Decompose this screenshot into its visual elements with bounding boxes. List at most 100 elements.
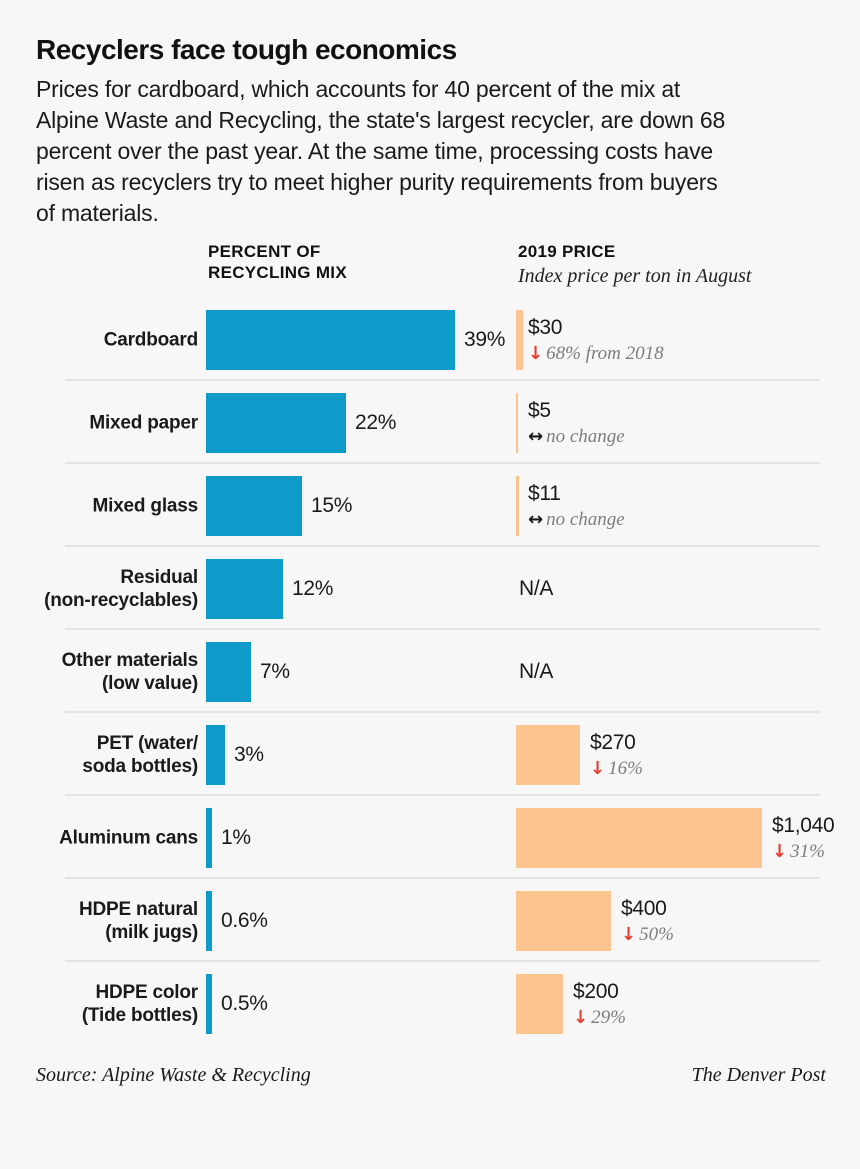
source-credit: Source: Alpine Waste & Recycling xyxy=(36,1064,311,1086)
price-change: ↔ no change xyxy=(528,426,625,448)
down-arrow-icon: ↓ xyxy=(621,923,637,945)
change-text: no change xyxy=(546,508,625,530)
mix-bar xyxy=(206,725,225,785)
mix-bar xyxy=(206,310,455,370)
price-block: $270 ↓ 16% xyxy=(590,725,643,785)
page-title: Recyclers face tough economics xyxy=(36,34,457,65)
category-label: HDPE color (Tide bottles) xyxy=(81,982,198,1026)
mix-bar xyxy=(206,559,283,619)
price-bar xyxy=(516,725,580,785)
price-value: $1,040 xyxy=(772,813,835,837)
no-change-arrow-icon: ↔ xyxy=(528,425,544,447)
mix-value: 0.5% xyxy=(221,992,268,1015)
down-arrow-icon: ↓ xyxy=(772,840,788,862)
mix-value: 7% xyxy=(260,660,290,683)
mix-value: 3% xyxy=(234,743,264,766)
change-text: 50% xyxy=(639,923,674,945)
category-label: Mixed glass xyxy=(92,495,198,517)
price-change: ↓ 31% xyxy=(772,841,834,863)
row-divider xyxy=(65,877,820,879)
price-change: ↓ 68% from 2018 xyxy=(528,343,664,365)
row-divider xyxy=(65,628,820,630)
mix-bar xyxy=(206,642,251,702)
mix-value: 22% xyxy=(355,411,397,434)
price-value: $5 xyxy=(528,398,551,422)
mix-column-header: PERCENT OF RECYCLING MIX xyxy=(208,242,347,282)
price-block: $1,040 ↓ 31% xyxy=(772,808,835,868)
row-divider xyxy=(65,711,820,713)
price-bar xyxy=(516,808,762,868)
change-text: no change xyxy=(546,425,625,447)
price-bar xyxy=(516,974,563,1034)
price-bar xyxy=(516,393,518,453)
category-label: Cardboard xyxy=(103,329,198,351)
change-text: 68% from 2018 xyxy=(546,342,664,364)
price-change: ↔ no change xyxy=(528,509,625,531)
price-block: N/A xyxy=(519,559,553,619)
price-block: N/A xyxy=(519,642,553,702)
price-block: $400 ↓ 50% xyxy=(621,891,674,951)
table-row: Cardboard 39% $30 ↓ 68% from 2018 xyxy=(0,310,860,370)
mix-bar xyxy=(206,891,212,951)
price-block: $200 ↓ 29% xyxy=(573,974,626,1034)
mix-value: 39% xyxy=(464,328,506,351)
price-column-header: 2019 PRICE xyxy=(518,242,616,261)
no-change-arrow-icon: ↔ xyxy=(528,508,544,530)
row-divider xyxy=(65,379,820,381)
table-row: PET (water/ soda bottles) 3% $270 ↓ 16% xyxy=(0,725,860,785)
price-block: $11 ↔ no change xyxy=(528,476,625,536)
row-divider xyxy=(65,545,820,547)
price-value: N/A xyxy=(519,577,554,600)
mix-bar xyxy=(206,974,212,1034)
mix-value: 0.6% xyxy=(221,909,268,932)
down-arrow-icon: ↓ xyxy=(573,1006,589,1028)
mix-value: 15% xyxy=(311,494,353,517)
price-change: ↓ 29% xyxy=(573,1007,626,1029)
footer: Source: Alpine Waste & Recycling The Den… xyxy=(36,1064,826,1087)
price-value: $270 xyxy=(590,730,636,754)
intro-paragraph: Prices for cardboard, which accounts for… xyxy=(36,76,726,226)
price-bar xyxy=(516,476,519,536)
table-row: Aluminum cans 1% $1,040 ↓ 31% xyxy=(0,808,860,868)
price-bar xyxy=(516,891,611,951)
mix-value: 1% xyxy=(221,826,251,849)
price-value: $11 xyxy=(528,481,561,505)
category-label: Mixed paper xyxy=(89,412,198,434)
category-label: Residual (non-recyclables) xyxy=(44,567,198,611)
table-row: HDPE color (Tide bottles) 0.5% $200 ↓ 29% xyxy=(0,974,860,1034)
price-block: $30 ↓ 68% from 2018 xyxy=(528,310,664,370)
price-bar xyxy=(516,310,523,370)
category-label: PET (water/ soda bottles) xyxy=(82,733,198,777)
price-change: ↓ 16% xyxy=(590,758,643,780)
down-arrow-icon: ↓ xyxy=(590,757,606,779)
table-row: Mixed paper 22% $5 ↔ no change xyxy=(0,393,860,453)
price-change: ↓ 50% xyxy=(621,924,674,946)
mix-bar xyxy=(206,476,302,536)
row-divider xyxy=(65,960,820,962)
mix-value: 12% xyxy=(292,577,334,600)
price-block: $5 ↔ no change xyxy=(528,393,625,453)
price-value: $200 xyxy=(573,979,619,1003)
table-row: Mixed glass 15% $11 ↔ no change xyxy=(0,476,860,536)
category-label: HDPE natural (milk jugs) xyxy=(78,899,198,943)
price-value: $30 xyxy=(528,315,563,339)
price-value: $400 xyxy=(621,896,667,920)
table-row: HDPE natural (milk jugs) 0.6% $400 ↓ 50% xyxy=(0,891,860,951)
change-text: 29% xyxy=(591,1006,626,1028)
category-label: Other materials (low value) xyxy=(61,650,199,694)
price-column-subheader: Index price per ton in August xyxy=(518,265,752,287)
price-value: N/A xyxy=(519,660,554,683)
row-divider xyxy=(65,462,820,464)
mix-bar xyxy=(206,808,212,868)
price-column-header-block: 2019 PRICE Index price per ton in August xyxy=(518,241,751,289)
table-row: Other materials (low value) 7% N/A xyxy=(0,642,860,702)
row-divider xyxy=(65,794,820,796)
table-row: Residual (non-recyclables) 12% N/A xyxy=(0,559,860,619)
publisher-credit: The Denver Post xyxy=(691,1064,826,1086)
down-arrow-icon: ↓ xyxy=(528,342,544,364)
category-label: Aluminum cans xyxy=(59,827,198,849)
change-text: 16% xyxy=(608,757,643,779)
change-text: 31% xyxy=(790,840,825,862)
mix-bar xyxy=(206,393,346,453)
